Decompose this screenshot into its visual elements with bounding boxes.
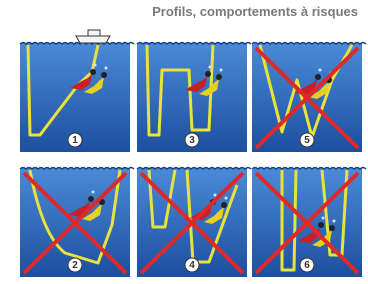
panel: 1: [20, 30, 134, 152]
diver-head: [88, 196, 94, 202]
diver-head: [318, 222, 324, 228]
panel-number: 2: [72, 260, 78, 271]
bubble: [94, 64, 97, 67]
panel-number: 6: [304, 260, 310, 271]
panel-number: 1: [72, 135, 78, 146]
panel: 3: [137, 43, 251, 153]
boat-hull: [76, 36, 110, 43]
diver-head: [221, 202, 227, 208]
bubble: [333, 220, 336, 223]
panel: 2: [20, 168, 134, 278]
bubble: [319, 69, 322, 72]
bubble: [214, 194, 217, 197]
panel-number: 3: [189, 135, 195, 146]
title: Profils, comportements à risques: [152, 4, 358, 19]
panel: 5: [252, 43, 366, 153]
bubble: [322, 217, 325, 220]
diver-head: [329, 225, 335, 231]
diver-head: [90, 69, 96, 75]
panel: 6: [252, 168, 366, 278]
bubble: [225, 197, 228, 200]
diver-head: [101, 72, 107, 78]
panel-number: 5: [304, 135, 310, 146]
diver-head: [205, 71, 211, 77]
diver-head: [216, 74, 222, 80]
bubble: [105, 67, 108, 70]
bubble: [92, 191, 95, 194]
panel: 4: [137, 168, 251, 278]
illustration: Profils, comportements à risques 1 3 5 2 4 6: [0, 0, 368, 284]
boat: [76, 30, 110, 43]
panel-number: 4: [189, 260, 195, 271]
boat-cabin: [88, 30, 100, 36]
bubble: [209, 66, 212, 69]
diver-head: [315, 74, 321, 80]
bubble: [220, 69, 223, 72]
